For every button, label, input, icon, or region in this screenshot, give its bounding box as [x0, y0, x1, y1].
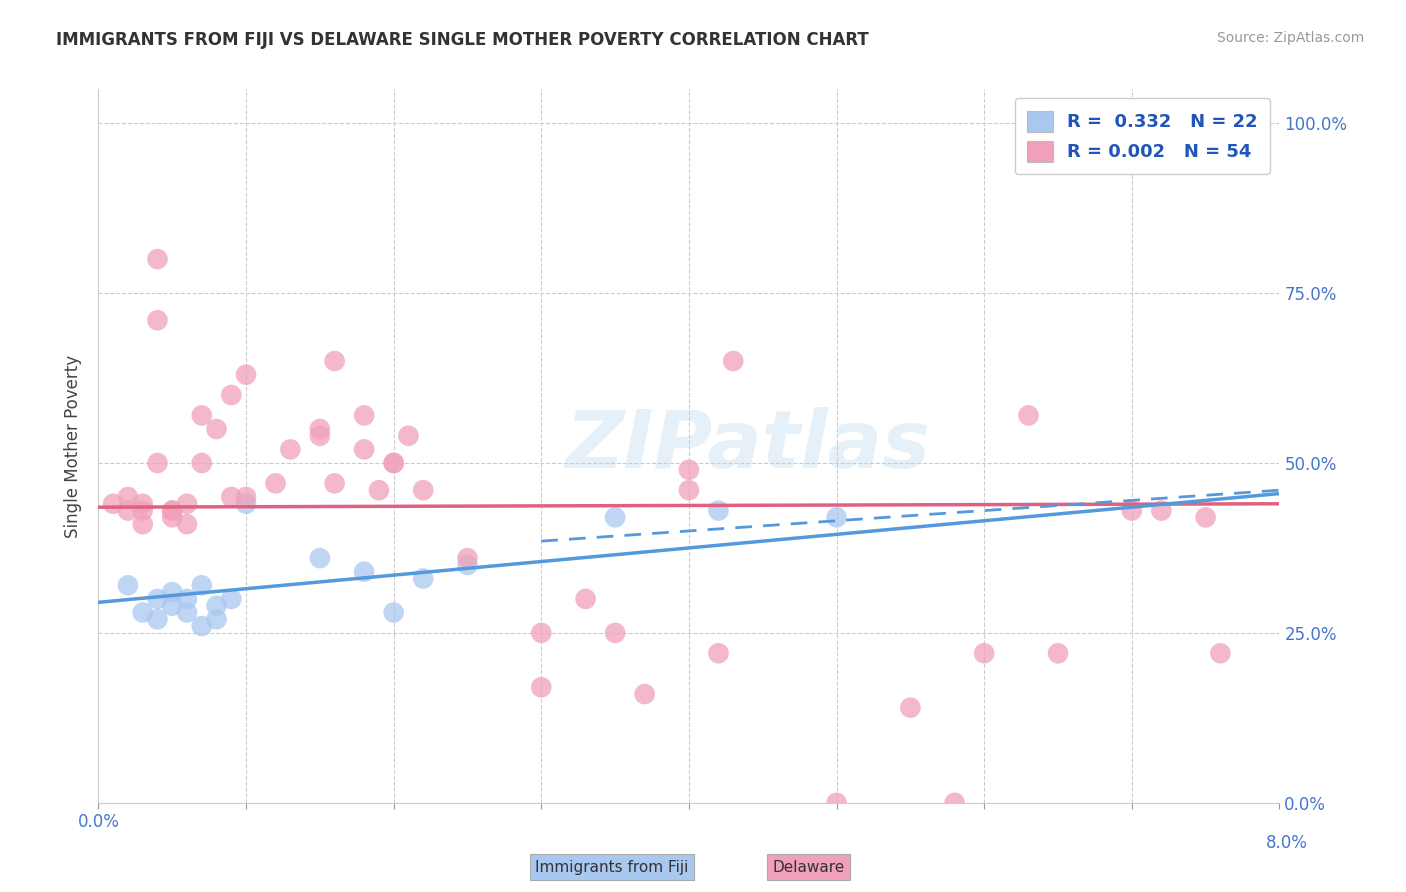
- Point: [707, 646, 730, 660]
- Point: [278, 442, 302, 457]
- Point: [205, 612, 228, 626]
- Point: [191, 409, 214, 423]
- Point: [723, 354, 745, 368]
- Point: [678, 483, 700, 498]
- Point: [205, 599, 228, 613]
- Point: [219, 388, 242, 402]
- Point: [146, 313, 169, 327]
- Text: ZIPatlas: ZIPatlas: [565, 407, 931, 485]
- Point: [146, 456, 169, 470]
- Point: [707, 503, 730, 517]
- Text: IMMIGRANTS FROM FIJI VS DELAWARE SINGLE MOTHER POVERTY CORRELATION CHART: IMMIGRANTS FROM FIJI VS DELAWARE SINGLE …: [56, 31, 869, 49]
- Point: [162, 599, 183, 613]
- Point: [309, 551, 332, 566]
- Point: [191, 578, 214, 592]
- Point: [900, 700, 922, 714]
- Point: [235, 497, 257, 511]
- Point: [825, 796, 848, 810]
- Point: [368, 483, 391, 498]
- Text: 8.0%: 8.0%: [1265, 834, 1308, 852]
- Point: [162, 503, 183, 517]
- Point: [1194, 510, 1216, 524]
- Point: [309, 429, 332, 443]
- Point: [825, 510, 848, 524]
- Point: [264, 476, 287, 491]
- Point: [1209, 646, 1232, 660]
- Point: [1017, 409, 1039, 423]
- Y-axis label: Single Mother Poverty: Single Mother Poverty: [65, 354, 83, 538]
- Point: [353, 409, 375, 423]
- Point: [132, 517, 155, 532]
- Point: [943, 796, 966, 810]
- Point: [605, 626, 627, 640]
- Point: [146, 612, 169, 626]
- Point: [132, 497, 155, 511]
- Point: [191, 619, 214, 633]
- Point: [235, 490, 257, 504]
- Point: [605, 510, 627, 524]
- Point: [117, 578, 139, 592]
- Point: [219, 591, 242, 606]
- Point: [132, 503, 155, 517]
- Point: [176, 606, 198, 620]
- Point: [176, 497, 198, 511]
- Point: [456, 558, 478, 572]
- Point: [353, 565, 375, 579]
- Point: [412, 572, 434, 586]
- Point: [382, 456, 405, 470]
- Text: Immigrants from Fiji: Immigrants from Fiji: [534, 860, 689, 874]
- Point: [146, 591, 169, 606]
- Point: [323, 354, 346, 368]
- Text: Source: ZipAtlas.com: Source: ZipAtlas.com: [1216, 31, 1364, 45]
- Point: [176, 517, 198, 532]
- Point: [117, 503, 139, 517]
- Point: [353, 442, 375, 457]
- Point: [1150, 503, 1173, 517]
- Point: [162, 510, 183, 524]
- Point: [382, 456, 405, 470]
- Point: [1121, 503, 1143, 517]
- Point: [1046, 646, 1069, 660]
- Point: [574, 591, 596, 606]
- Point: [176, 591, 198, 606]
- Point: [382, 606, 405, 620]
- Point: [412, 483, 434, 498]
- Point: [146, 252, 169, 266]
- Point: [191, 456, 214, 470]
- Point: [219, 490, 242, 504]
- Point: [973, 646, 995, 660]
- Point: [162, 503, 183, 517]
- Text: Delaware: Delaware: [772, 860, 845, 874]
- Point: [530, 626, 553, 640]
- Point: [162, 585, 183, 599]
- Point: [235, 368, 257, 382]
- Point: [633, 687, 655, 701]
- Point: [205, 422, 228, 436]
- Point: [309, 422, 332, 436]
- Point: [396, 429, 419, 443]
- Point: [530, 680, 553, 694]
- Point: [323, 476, 346, 491]
- Point: [103, 497, 125, 511]
- Point: [117, 490, 139, 504]
- Legend: R =  0.332   N = 22, R = 0.002   N = 54: R = 0.332 N = 22, R = 0.002 N = 54: [1015, 98, 1271, 174]
- Point: [456, 551, 478, 566]
- Point: [132, 606, 155, 620]
- Point: [678, 463, 700, 477]
